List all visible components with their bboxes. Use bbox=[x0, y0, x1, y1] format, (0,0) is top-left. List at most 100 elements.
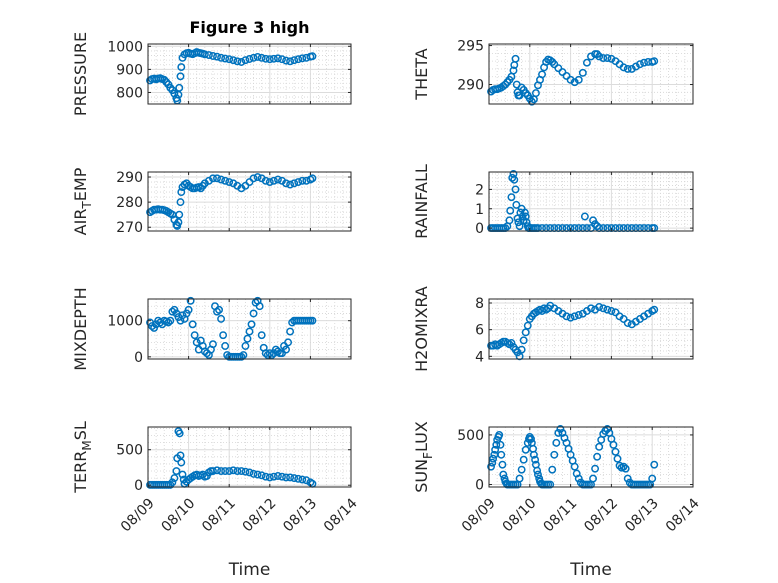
data-point bbox=[253, 52, 262, 61]
data-point bbox=[623, 474, 632, 483]
data-point bbox=[529, 450, 538, 459]
data-point bbox=[613, 454, 622, 463]
data-point bbox=[168, 307, 177, 316]
panel-air_temp: 270 280 290 AIRTEMP bbox=[71, 167, 352, 236]
data-point bbox=[550, 450, 559, 459]
plot-area bbox=[489, 299, 693, 359]
data-point bbox=[249, 53, 258, 62]
data-point bbox=[516, 208, 525, 217]
data-point bbox=[520, 208, 529, 217]
data-point bbox=[204, 51, 213, 60]
data-point bbox=[273, 175, 282, 184]
data-point bbox=[290, 56, 299, 65]
data-point bbox=[282, 56, 290, 65]
data-point bbox=[261, 472, 270, 481]
data-point bbox=[217, 467, 226, 475]
data-point bbox=[225, 467, 234, 475]
data-point bbox=[603, 305, 612, 314]
data-point bbox=[601, 427, 610, 435]
data-point bbox=[619, 315, 628, 323]
data-point bbox=[615, 461, 624, 470]
data-point bbox=[209, 52, 217, 60]
data-point bbox=[548, 465, 557, 474]
y-axis-label-part: SL bbox=[71, 421, 90, 440]
data-point bbox=[188, 320, 197, 329]
data-point bbox=[603, 425, 612, 433]
data-point bbox=[650, 305, 659, 314]
data-point bbox=[170, 474, 179, 483]
y-axis-label: PRESSURE bbox=[71, 32, 90, 116]
series-markers bbox=[146, 48, 317, 105]
data-point bbox=[213, 307, 221, 316]
data-point bbox=[215, 305, 224, 314]
y-axis-label-part: LUX bbox=[412, 421, 431, 452]
data-point bbox=[178, 470, 187, 479]
data-point bbox=[221, 467, 230, 475]
data-point bbox=[507, 339, 516, 347]
data-point bbox=[184, 305, 193, 314]
data-point bbox=[241, 467, 250, 476]
data-point bbox=[491, 445, 500, 454]
data-point bbox=[527, 434, 535, 443]
data-point bbox=[570, 312, 579, 321]
data-point bbox=[225, 55, 234, 64]
data-point bbox=[531, 89, 540, 98]
series-markers bbox=[146, 173, 317, 230]
data-point bbox=[241, 56, 250, 65]
series-markers bbox=[146, 296, 317, 361]
data-point bbox=[495, 430, 504, 439]
data-point bbox=[578, 68, 587, 77]
data-point bbox=[570, 78, 579, 87]
data-point bbox=[534, 470, 542, 479]
data-point bbox=[515, 352, 524, 361]
axes-box bbox=[488, 298, 694, 360]
data-point bbox=[538, 70, 546, 79]
y-tick-label: 8 bbox=[475, 296, 484, 312]
y-tick-label: 290 bbox=[457, 78, 484, 94]
data-point bbox=[168, 478, 177, 487]
data-point bbox=[302, 476, 311, 485]
data-point bbox=[580, 212, 589, 221]
data-point bbox=[237, 58, 246, 66]
y-tick-label: 0 bbox=[134, 350, 143, 366]
data-point bbox=[286, 180, 295, 189]
data-point bbox=[237, 352, 246, 361]
data-point bbox=[166, 316, 175, 325]
data-point bbox=[294, 55, 303, 64]
y-axis-label-subscript: F bbox=[421, 452, 435, 459]
data-point bbox=[213, 174, 221, 183]
data-point bbox=[510, 175, 519, 184]
data-point bbox=[603, 54, 612, 62]
y-tick-label: 500 bbox=[116, 443, 143, 459]
data-point bbox=[177, 63, 186, 72]
axes-box bbox=[488, 426, 694, 488]
data-point bbox=[566, 75, 575, 84]
data-point bbox=[566, 313, 575, 322]
y-axis-label: RAINFALL bbox=[412, 164, 431, 239]
data-point bbox=[233, 467, 242, 475]
data-point bbox=[177, 188, 186, 197]
data-point bbox=[278, 55, 286, 64]
data-point bbox=[492, 440, 501, 449]
axes-box bbox=[488, 43, 694, 105]
y-tick-label: 280 bbox=[116, 195, 143, 211]
data-point bbox=[261, 54, 270, 63]
y-tick-label: 295 bbox=[457, 39, 484, 55]
data-point bbox=[190, 331, 199, 340]
data-point bbox=[595, 442, 604, 451]
chart-title: Figure 3 high bbox=[190, 18, 310, 37]
data-point bbox=[269, 472, 278, 481]
data-point bbox=[521, 328, 530, 337]
axes-box bbox=[147, 171, 352, 232]
data-point bbox=[589, 474, 597, 483]
data-point bbox=[587, 304, 595, 313]
data-point bbox=[267, 351, 276, 359]
data-point bbox=[489, 454, 498, 463]
data-point bbox=[245, 468, 254, 477]
data-point bbox=[243, 334, 252, 343]
data-point bbox=[611, 447, 620, 456]
panel-mixdepth: 0 1000 MIXDEPTH bbox=[71, 287, 352, 371]
series-markers bbox=[487, 301, 659, 361]
data-point bbox=[648, 474, 657, 483]
data-point bbox=[308, 316, 317, 325]
